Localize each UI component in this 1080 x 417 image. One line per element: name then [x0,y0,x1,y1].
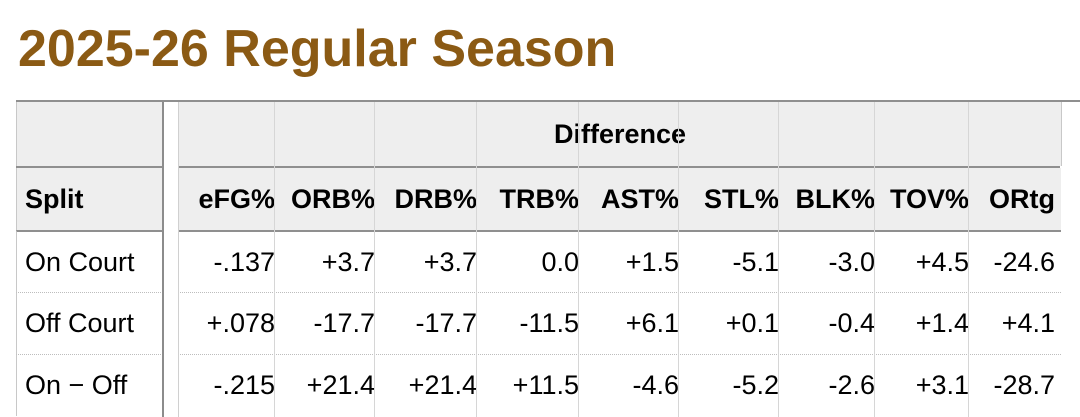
col-header-orb[interactable]: ORB% [290,183,375,214]
blk-cell: -0.4 [828,308,875,338]
trb-cell: -11.5 [519,308,579,338]
drb-cell: +3.7 [423,246,477,277]
stl-cell: -5.1 [732,246,779,277]
col-header-drb[interactable]: DRB% [394,183,477,214]
column-divider [968,102,969,417]
col-header-blk[interactable]: BLK% [795,183,876,214]
orb-cell: -17.7 [313,308,375,338]
ast-cell: -4.6 [632,370,679,400]
col-header-stl[interactable]: STL% [703,183,779,214]
orb-cell: +3.7 [321,246,375,277]
col-header-efg[interactable]: eFG% [198,183,275,214]
col-header-tov[interactable]: TOV% [889,183,969,214]
ast-cell: +1.5 [625,246,679,277]
column-divider [274,102,275,417]
ortg-cell: -24.6 [993,246,1055,277]
col-header-split[interactable]: Split [25,183,84,214]
blk-cell: -2.6 [828,370,875,400]
table-row: On Court -.137 +3.7 +3.7 0.0 +1.5 -5.1 -… [16,230,1061,292]
over-header-label: Difference [553,119,687,149]
over-header-blank [16,102,163,166]
trb-cell: +11.5 [512,370,579,400]
col-header-ortg[interactable]: ORtg [989,183,1055,214]
column-divider [778,102,779,417]
column-divider [678,102,679,417]
drb-cell: -17.7 [415,308,477,338]
page-title: 2025-26 Regular Season [18,20,617,78]
frozen-column-gap [164,102,179,417]
stl-cell: -5.2 [732,370,779,400]
stats-table: Difference Split eFG% ORB% DRB% TRB% AST… [16,100,1080,417]
column-divider [578,102,579,417]
column-divider [874,102,875,417]
column-header-row: Split eFG% ORB% DRB% TRB% AST% STL% BLK%… [16,168,1061,230]
header-rule [16,166,1060,168]
split-cell: Off Court [25,308,135,338]
over-header-difference: Difference [178,102,1062,166]
efg-cell: -.215 [213,370,275,400]
tov-cell: +4.5 [915,246,969,277]
ast-cell: +6.1 [625,308,679,338]
col-header-trb[interactable]: TRB% [499,183,580,214]
tov-cell: +1.4 [915,308,969,338]
stl-cell: +0.1 [725,308,779,338]
efg-cell: +.078 [206,308,275,338]
efg-cell: -.137 [213,246,275,277]
drb-cell: +21.4 [408,370,477,400]
ortg-cell: +4.1 [1001,308,1055,338]
trb-cell: 0.0 [541,246,579,277]
table-top-rule [16,100,1080,102]
tov-cell: +3.1 [915,370,969,400]
split-cell: On Court [25,246,135,277]
table-row: Off Court +.078 -17.7 -17.7 -11.5 +6.1 +… [16,292,1061,354]
frozen-column-divider[interactable] [162,102,164,417]
orb-cell: +21.4 [306,370,375,400]
column-divider [374,102,375,417]
column-divider [476,102,477,417]
col-header-ast[interactable]: AST% [600,183,679,214]
table-row: On − Off -.215 +21.4 +21.4 +11.5 -4.6 -5… [16,354,1061,416]
blk-cell: -3.0 [828,246,875,277]
split-cell: On − Off [25,370,128,400]
ortg-cell: -28.7 [993,370,1055,400]
